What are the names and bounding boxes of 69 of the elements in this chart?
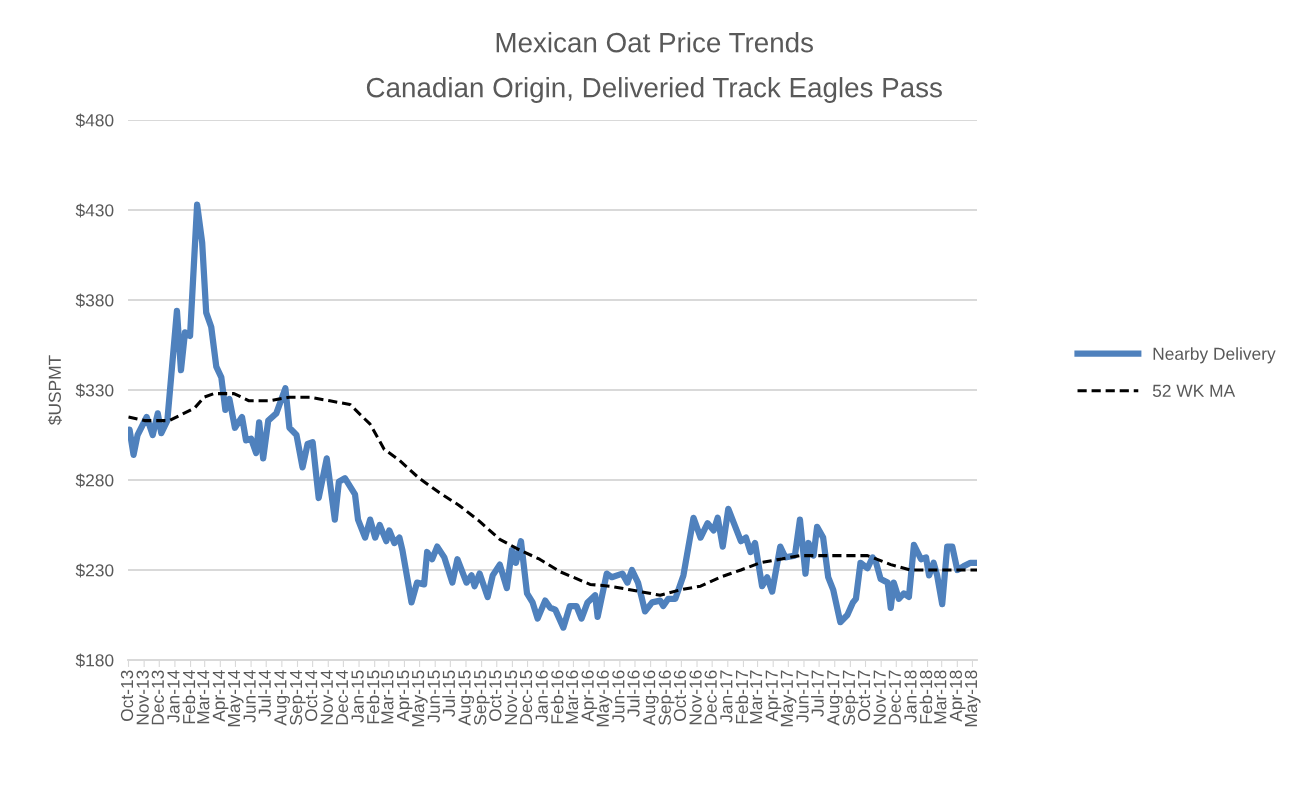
- x-tick-label: Mar-16: [565, 670, 579, 724]
- x-tick-label: Dec-14: [335, 670, 349, 725]
- x-tick-label: Aug-15: [458, 670, 475, 726]
- x-tick-label: May-16: [596, 670, 613, 727]
- legend-label: Nearby Delivery: [1153, 347, 1276, 364]
- x-tick-label: Sep-17: [842, 670, 859, 725]
- y-tick-label: $480: [75, 113, 114, 128]
- x-tick-label: May-14: [227, 670, 244, 727]
- x-tick-label: Aug-14: [274, 670, 290, 726]
- y-tick-label: $330: [75, 383, 114, 398]
- y-tick-label: $230: [75, 563, 114, 578]
- chart-title: Mexican Oat Price Trends: [496, 32, 813, 53]
- x-tick-label: Mar-17: [750, 670, 763, 724]
- x-tick-label: Jul-14: [258, 670, 271, 717]
- x-tick-label: Apr-16: [581, 670, 598, 722]
- x-tick-label: Jan-17: [720, 670, 733, 723]
- x-tick-label: Nov-17: [873, 670, 886, 725]
- x-tick-label: Oct-15: [489, 670, 502, 721]
- x-tick-label: Jan-18: [904, 670, 917, 723]
- x-tick-label: Apr-17: [765, 670, 782, 722]
- x-tick-label: Apr-18: [949, 670, 966, 722]
- x-tick-label: Jun-15: [427, 670, 440, 723]
- x-tick-label: May-18: [964, 670, 981, 727]
- x-tick-label: Jul-15: [442, 670, 456, 717]
- x-tick-label: Apr-15: [396, 670, 413, 722]
- x-tick-label: Jan-16: [535, 670, 548, 723]
- x-tick-label: Mar-15: [381, 670, 394, 724]
- x-tick-label: Dec-16: [704, 670, 717, 725]
- x-tick-label: Feb-14: [182, 670, 196, 724]
- x-tick-label: Jan-14: [167, 670, 180, 723]
- x-tick-label: Dec-15: [520, 670, 533, 725]
- line-series: [128, 392, 977, 597]
- x-tick-label: Jan-15: [351, 670, 364, 723]
- x-tick-label: Nov-13: [136, 670, 149, 725]
- x-tick-label: Sep-16: [658, 670, 675, 725]
- x-tick-label: Nov-14: [320, 670, 333, 725]
- x-tick-label: Mar-14: [197, 670, 210, 724]
- x-tick-label: Aug-16: [642, 670, 659, 726]
- x-tick-label: Sep-15: [473, 670, 490, 725]
- x-tick-label: Jul-17: [811, 670, 824, 717]
- legend-label: 52 WK MA: [1152, 384, 1236, 397]
- x-tick-label: Sep-14: [289, 670, 306, 725]
- x-tick-label: Jul-16: [626, 670, 640, 717]
- x-tick-label: Oct-16: [673, 670, 687, 721]
- x-tick-label: Feb-18: [919, 670, 933, 724]
- x-tick-label: Oct-14: [305, 670, 318, 721]
- x-tick-label: Jun-14: [243, 670, 256, 723]
- x-tick-label: Dec-13: [151, 670, 164, 725]
- x-tick-label: May-17: [780, 670, 797, 727]
- x-tick-label: Feb-15: [366, 670, 380, 724]
- x-tick-label: Nov-16: [689, 670, 702, 725]
- x-tick-label: Mar-18: [934, 670, 947, 724]
- y-tick-label: $280: [75, 473, 114, 488]
- x-tick-label: Jun-16: [612, 670, 625, 723]
- y-axis-title: $USPMT: [47, 355, 62, 426]
- chart-subtitle: Canadian Origin, Deliveried Track Eagles Pass: [366, 77, 942, 103]
- x-tick-label: Apr-14: [212, 670, 229, 722]
- y-tick-label: $180: [75, 653, 114, 668]
- x-tick-label: Feb-16: [550, 670, 564, 724]
- x-tick-label: Dec-17: [888, 670, 901, 725]
- x-tick-label: Oct-13: [120, 670, 134, 721]
- y-tick-label: $380: [75, 293, 114, 308]
- x-tick-label: Feb-17: [735, 670, 749, 724]
- y-tick-label: $430: [75, 203, 114, 218]
- x-tick-label: Oct-17: [857, 670, 871, 721]
- x-tick-label: Nov-15: [504, 670, 518, 725]
- x-tick-label: Aug-17: [827, 670, 843, 726]
- x-tick-label: Jun-17: [796, 670, 809, 723]
- x-tick-label: May-15: [412, 670, 428, 727]
